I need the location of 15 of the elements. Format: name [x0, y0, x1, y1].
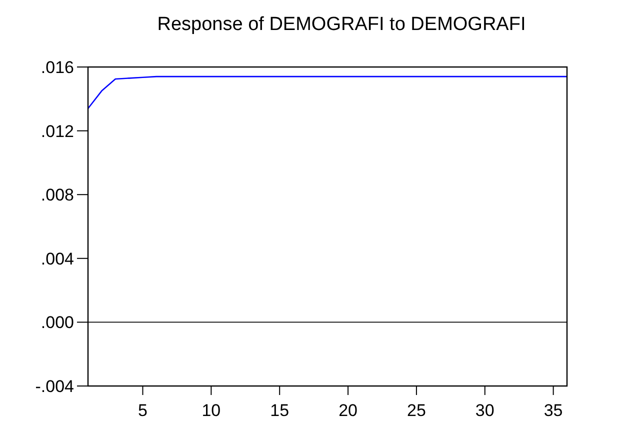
y-tick-label: .012 [40, 122, 74, 141]
x-tick-label: 15 [270, 401, 290, 420]
y-tick-label: -.004 [35, 376, 74, 396]
y-tick-label: .004 [40, 249, 74, 268]
x-tick-label: 20 [338, 401, 358, 420]
line-series [87, 76, 568, 110]
chart-title: Response of DEMOGRAFI to DEMOGRAFI [157, 14, 526, 35]
y-tick-label: .008 [40, 186, 74, 205]
x-tick-label: 25 [406, 401, 426, 420]
x-tick-label: 30 [475, 401, 494, 420]
x-tick-label: 35 [544, 401, 563, 420]
y-tick-label: .000 [40, 313, 74, 332]
y-tick-label: .016 [40, 58, 74, 77]
x-tick-label: 10 [202, 401, 221, 420]
x-tick-label: 5 [138, 401, 148, 420]
